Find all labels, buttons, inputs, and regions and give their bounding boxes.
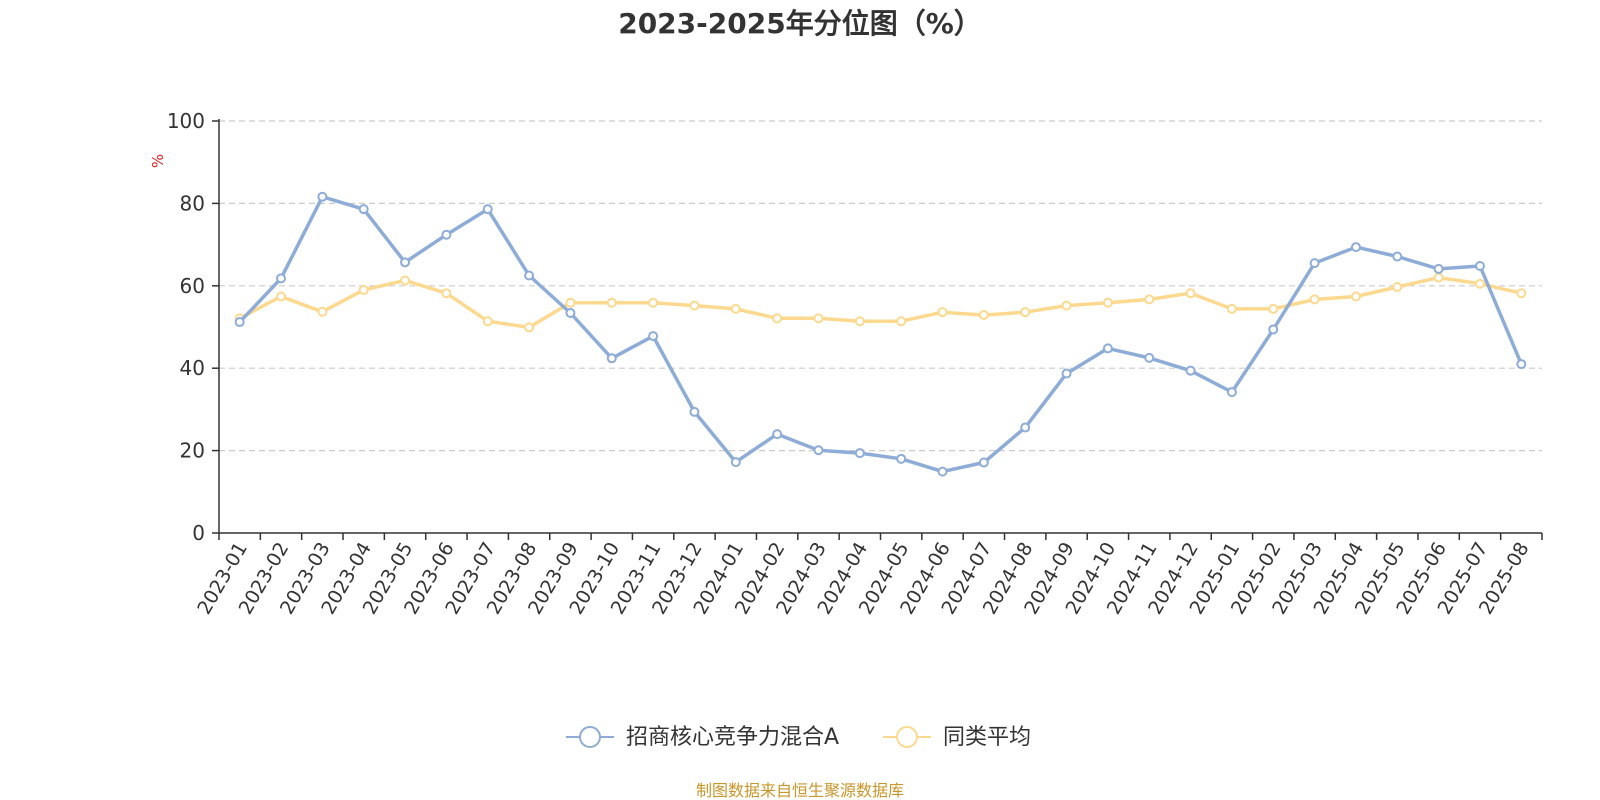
chart-title: 2023-2025年分位图（%） (618, 7, 982, 40)
data-point (400, 275, 411, 286)
data-point (896, 453, 907, 464)
data-point (1185, 365, 1196, 376)
data-point (1185, 288, 1196, 299)
series-layer (234, 191, 1527, 477)
data-point (606, 297, 617, 308)
data-point (937, 466, 948, 477)
source-note: 制图数据来自恒生聚源数据库 (696, 781, 904, 800)
data-point (1020, 307, 1031, 318)
data-point (937, 307, 948, 318)
series-fund (234, 191, 1527, 477)
data-point (234, 317, 245, 328)
y-axis: 0 20 40 60 80 100 (167, 109, 220, 545)
data-point (772, 429, 783, 440)
data-point (772, 313, 783, 324)
data-point (276, 273, 287, 284)
x-axis: 2023-012023-022023-032023-042023-052023-… (193, 532, 1543, 618)
data-point (400, 257, 411, 268)
y-tick-label: 80 (180, 191, 205, 215)
data-point (1433, 272, 1444, 283)
data-point (441, 229, 452, 240)
data-point (276, 291, 287, 302)
series-line (238, 275, 1522, 330)
series-line (238, 195, 1523, 474)
data-point (978, 310, 989, 321)
data-point (1268, 303, 1279, 314)
data-point (1433, 263, 1444, 274)
data-point (648, 297, 659, 308)
data-point (441, 288, 452, 299)
data-point (813, 445, 824, 456)
legend-marker-fund (579, 726, 601, 748)
y-tick-label: 60 (180, 274, 205, 298)
data-point (1061, 368, 1072, 379)
data-point (358, 284, 369, 295)
data-point (1474, 278, 1485, 289)
data-point (978, 457, 989, 468)
data-point (482, 316, 493, 327)
y-tick-label: 100 (167, 109, 205, 133)
data-point (1350, 291, 1361, 302)
data-point (1309, 294, 1320, 305)
data-point (1226, 387, 1237, 398)
data-point (565, 297, 576, 308)
y-tick-label: 0 (192, 521, 205, 545)
data-point (896, 316, 907, 327)
data-point (1144, 352, 1155, 363)
data-point (1392, 251, 1403, 262)
data-point (854, 448, 865, 459)
data-point (1516, 288, 1527, 299)
data-point (730, 303, 741, 314)
y-tick-label: 40 (180, 356, 205, 380)
grid-lines (219, 120, 1542, 452)
data-point (689, 300, 700, 311)
data-point (606, 353, 617, 364)
data-point (1392, 282, 1403, 293)
legend[interactable]: 招商核心竞争力混合A 同类平均 (566, 725, 1031, 750)
data-point (1350, 242, 1361, 253)
legend-item-fund[interactable]: 招商核心竞争力混合A (566, 725, 839, 750)
data-point (1102, 297, 1113, 308)
data-point (1144, 294, 1155, 305)
data-point (1061, 300, 1072, 311)
data-point (482, 204, 493, 215)
series-peer-average (234, 272, 1527, 333)
data-point (358, 204, 369, 215)
data-point (1102, 343, 1113, 354)
data-point (648, 331, 659, 342)
data-point (689, 406, 700, 417)
legend-label-fund: 招商核心竞争力混合A (626, 725, 839, 750)
data-point (317, 191, 328, 202)
y-tick-label: 20 (180, 439, 205, 463)
data-point (524, 322, 535, 333)
legend-item-peer-average[interactable]: 同类平均 (883, 725, 1031, 750)
data-point (730, 457, 741, 468)
data-point (317, 306, 328, 317)
y-unit-label: % (149, 154, 167, 168)
data-point (565, 307, 576, 318)
data-point (1226, 303, 1237, 314)
data-point (1268, 324, 1279, 335)
data-point (1516, 359, 1527, 370)
data-point (854, 316, 865, 327)
data-point (1020, 422, 1031, 433)
data-point (1474, 261, 1485, 272)
legend-label-peer-average: 同类平均 (943, 725, 1031, 750)
legend-marker-peer-average (896, 726, 918, 748)
data-point (813, 313, 824, 324)
data-point (1309, 258, 1320, 269)
data-point (524, 270, 535, 281)
